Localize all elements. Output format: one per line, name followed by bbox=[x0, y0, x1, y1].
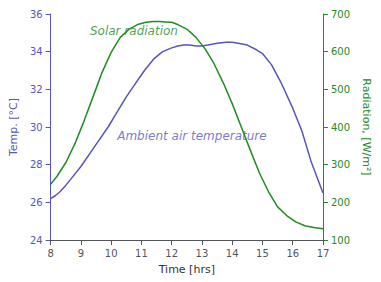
svg-text:32: 32 bbox=[30, 84, 43, 95]
svg-text:Ambient air temperature: Ambient air temperature bbox=[116, 129, 266, 143]
svg-text:10: 10 bbox=[105, 248, 118, 259]
svg-text:500: 500 bbox=[331, 84, 350, 95]
svg-text:30: 30 bbox=[30, 122, 43, 133]
svg-text:24: 24 bbox=[30, 235, 43, 246]
svg-text:Radiation, [W/m²]: Radiation, [W/m²] bbox=[360, 78, 373, 175]
svg-text:8: 8 bbox=[47, 248, 53, 259]
svg-text:Time [hrs]: Time [hrs] bbox=[158, 263, 215, 276]
svg-text:15: 15 bbox=[256, 248, 269, 259]
svg-text:26: 26 bbox=[30, 197, 43, 208]
svg-text:400: 400 bbox=[331, 122, 350, 133]
svg-text:36: 36 bbox=[30, 9, 43, 20]
svg-text:200: 200 bbox=[331, 197, 350, 208]
svg-text:Temp. [°C]: Temp. [°C] bbox=[7, 98, 20, 157]
svg-text:13: 13 bbox=[196, 248, 209, 259]
svg-text:600: 600 bbox=[331, 46, 350, 57]
svg-text:9: 9 bbox=[78, 248, 84, 259]
svg-text:16: 16 bbox=[286, 248, 299, 259]
svg-text:17: 17 bbox=[317, 248, 330, 259]
svg-text:28: 28 bbox=[30, 159, 43, 170]
svg-text:100: 100 bbox=[331, 235, 350, 246]
svg-text:700: 700 bbox=[331, 9, 350, 20]
svg-text:11: 11 bbox=[135, 248, 148, 259]
svg-text:14: 14 bbox=[226, 248, 239, 259]
svg-text:34: 34 bbox=[30, 46, 43, 57]
svg-text:300: 300 bbox=[331, 159, 350, 170]
svg-text:Solar radiation: Solar radiation bbox=[90, 24, 178, 38]
svg-text:12: 12 bbox=[165, 248, 178, 259]
